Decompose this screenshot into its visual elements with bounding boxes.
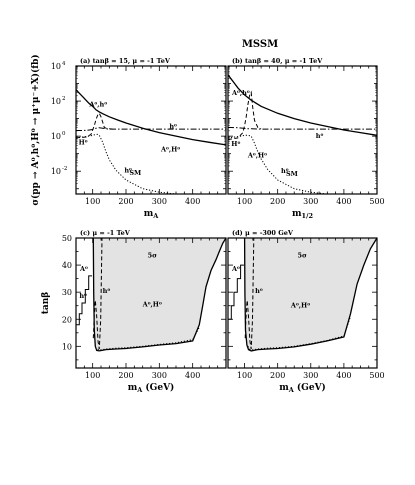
annotation-label: A⁰,H⁰ bbox=[247, 151, 267, 159]
y-axis-label-c: tanβ bbox=[41, 292, 51, 315]
series-d-solid-boundary bbox=[243, 237, 378, 352]
series-a-dashdot bbox=[75, 127, 226, 131]
annotation-label: h⁰ bbox=[79, 292, 87, 300]
x-tick-label: 200 bbox=[118, 197, 133, 206]
annotation-label: A⁰,h⁰ bbox=[88, 101, 107, 109]
x-tick-label: 200 bbox=[118, 371, 133, 380]
discovery-region-d bbox=[244, 238, 377, 351]
panel-title-b: (b) tanβ = 40, μ = -1 TeV bbox=[232, 57, 323, 65]
x-tick-label: 100 bbox=[85, 197, 100, 206]
x-tick-label: 300 bbox=[303, 197, 318, 206]
series-b-solid bbox=[227, 74, 378, 136]
annotation-label: A⁰,H⁰ bbox=[160, 145, 180, 153]
y-tick-exponent: 0 bbox=[62, 131, 66, 137]
figure-title: MSSM bbox=[242, 39, 278, 50]
series-d-dashed bbox=[244, 237, 255, 350]
panel-title-c: (c) μ = -1 TeV bbox=[80, 229, 131, 237]
annotation-label: h⁰ bbox=[281, 167, 289, 175]
discovery-region-c bbox=[93, 238, 226, 351]
x-tick-label: 400 bbox=[336, 371, 351, 380]
y-tick-exponent: 4 bbox=[62, 61, 66, 67]
y-tick-label: 50 bbox=[62, 234, 72, 243]
y-tick-exponent: -2 bbox=[62, 166, 67, 172]
annotation-label: H⁰ bbox=[79, 138, 88, 146]
annotation-label: H⁰ bbox=[231, 140, 240, 148]
x-tick-label: 100 bbox=[85, 371, 100, 380]
series-c-dashed bbox=[92, 237, 103, 350]
annotation-label: A⁰ bbox=[231, 265, 240, 273]
y-tick-exponent: 2 bbox=[62, 96, 66, 102]
series-a-dashed bbox=[75, 112, 113, 139]
series-b-dotted bbox=[227, 134, 344, 195]
annotation-label: 5σ bbox=[298, 252, 308, 260]
annotation-label: SM bbox=[286, 170, 298, 178]
annotation-label: h⁰ bbox=[316, 132, 324, 140]
series-b-dashdot bbox=[227, 126, 377, 130]
annotation-label: h⁰ bbox=[103, 287, 111, 295]
x-axis-label-d: mA (GeV) bbox=[279, 382, 326, 394]
panel-title-d: (d) μ = -300 GeV bbox=[232, 229, 294, 237]
annotation-label: h⁰ bbox=[169, 122, 177, 130]
x-axis-label-a: mA bbox=[144, 209, 160, 220]
y-tick-label: 40 bbox=[62, 261, 72, 270]
series-a-solid bbox=[75, 89, 227, 146]
annotation-label: h⁰ bbox=[124, 166, 132, 174]
panel-title-a: (a) tanβ = 15, μ = -1 TeV bbox=[80, 57, 171, 65]
annotation-label: SM bbox=[129, 169, 141, 177]
series-b-dashed bbox=[227, 90, 262, 141]
y-tick-label: 20 bbox=[62, 315, 72, 324]
x-tick-label: 300 bbox=[152, 197, 167, 206]
x-tick-label: 500 bbox=[369, 371, 384, 380]
annotation-label: 5σ bbox=[148, 252, 158, 260]
series-c-solid-boundary bbox=[92, 237, 227, 352]
annotation-label: A⁰,H⁰ bbox=[142, 300, 162, 308]
annotation-label: A⁰,H⁰ bbox=[290, 302, 310, 310]
series-c-dotted bbox=[97, 327, 200, 351]
panel-b: 100 200 300 400 500 (b) tanβ = 40, μ = -1 TeV… bbox=[227, 57, 385, 220]
y-axis-label-a: σ(pp → A⁰,h⁰,H⁰ → μ⁺μ⁻+X)(fb) bbox=[30, 54, 41, 205]
y-tick-label: 10 bbox=[51, 167, 61, 176]
series-d-dotted bbox=[247, 316, 351, 351]
series-d-step bbox=[228, 264, 244, 320]
panel-c: 100 200 300 400 10 20 30 40 50 (c) μ = -1 TeV 5σ A⁰… bbox=[41, 229, 227, 394]
x-axis-label-b: m1/2 bbox=[292, 209, 313, 220]
series-a-dotted bbox=[75, 133, 193, 195]
annotation-label: h⁰ bbox=[255, 287, 263, 295]
y-tick-label: 10 bbox=[51, 97, 61, 106]
x-tick-label: 500 bbox=[369, 197, 384, 206]
x-tick-label: 300 bbox=[303, 371, 318, 380]
x-tick-label: 200 bbox=[270, 197, 285, 206]
x-tick-label: 200 bbox=[270, 371, 285, 380]
y-tick-label: 10 bbox=[51, 62, 61, 71]
y-tick-label: 30 bbox=[62, 288, 72, 297]
annotation-label: A⁰ bbox=[79, 265, 88, 273]
x-tick-label: 100 bbox=[237, 197, 252, 206]
plot-frame-b bbox=[227, 65, 378, 195]
x-tick-label: 100 bbox=[237, 371, 252, 380]
panel-d: 100 200 300 400 500 (d) μ = -300 GeV 5σ A⁰ h⁰ A⁰,… bbox=[227, 229, 385, 394]
y-tick-label: 10 bbox=[62, 342, 72, 351]
x-tick-label: 400 bbox=[336, 197, 351, 206]
x-tick-label: 300 bbox=[152, 371, 167, 380]
y-tick-label: 10 bbox=[51, 132, 61, 141]
x-tick-label: 400 bbox=[185, 197, 200, 206]
series-c-step bbox=[76, 275, 92, 326]
annotation-label: A⁰,h⁰ bbox=[231, 89, 250, 97]
x-tick-label: 400 bbox=[185, 371, 200, 380]
x-axis-label-c: mA (GeV) bbox=[128, 382, 175, 394]
